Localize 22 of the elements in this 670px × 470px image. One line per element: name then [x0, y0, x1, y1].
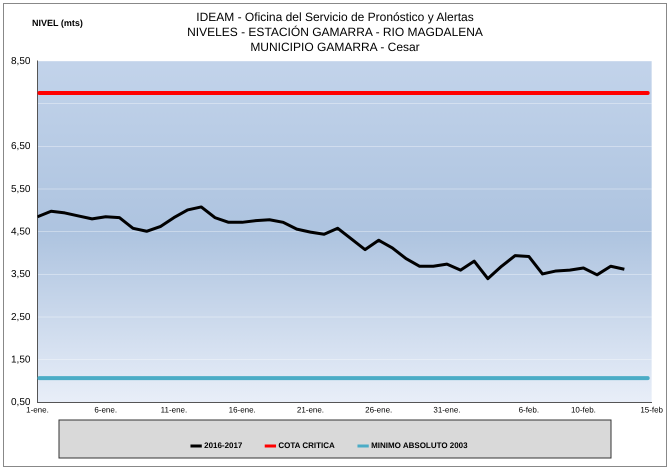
chart-subtitle: NIVELES - ESTACIÓN GAMARRA - RIO MAGDALENA MUNICIPIO GAMARRA - Cesar	[186, 25, 484, 55]
y-tick-label: 3,50	[10, 269, 31, 280]
y-tick-label: 1,50	[10, 354, 31, 366]
chart-title: IDEAM - Oficina del Servicio de Pronóstico y Alertas	[196, 10, 474, 24]
x-tick-label: 6-ene.	[94, 405, 118, 414]
legend-label: MINIMO ABSOLUTO 2003	[371, 441, 468, 450]
legend-label: COTA CRITICA	[278, 441, 336, 450]
x-tick-label: 26-ene.	[365, 405, 392, 414]
x-tick-label: 31-ene.	[433, 405, 460, 414]
y-axis-title: NIVEL (mts)	[32, 18, 83, 28]
y-tick-label: 6,50	[10, 141, 31, 152]
legend-label: 2016-2017	[204, 441, 243, 450]
x-tick-label: 16-ene.	[228, 405, 256, 414]
x-tick-label: 21-ene.	[296, 405, 324, 414]
y-tick-label: 4,50	[10, 226, 31, 238]
x-tick-label: 11-ene.	[160, 405, 188, 414]
y-tick-label: 5,50	[10, 184, 31, 195]
y-tick-label: 2,50	[10, 312, 31, 323]
x-tick-label: 10-feb.	[570, 405, 596, 414]
x-tick-label: 6-feb.	[518, 405, 540, 414]
x-tick-label: 15-feb	[640, 405, 664, 414]
y-tick-label: 8,50	[10, 56, 31, 67]
